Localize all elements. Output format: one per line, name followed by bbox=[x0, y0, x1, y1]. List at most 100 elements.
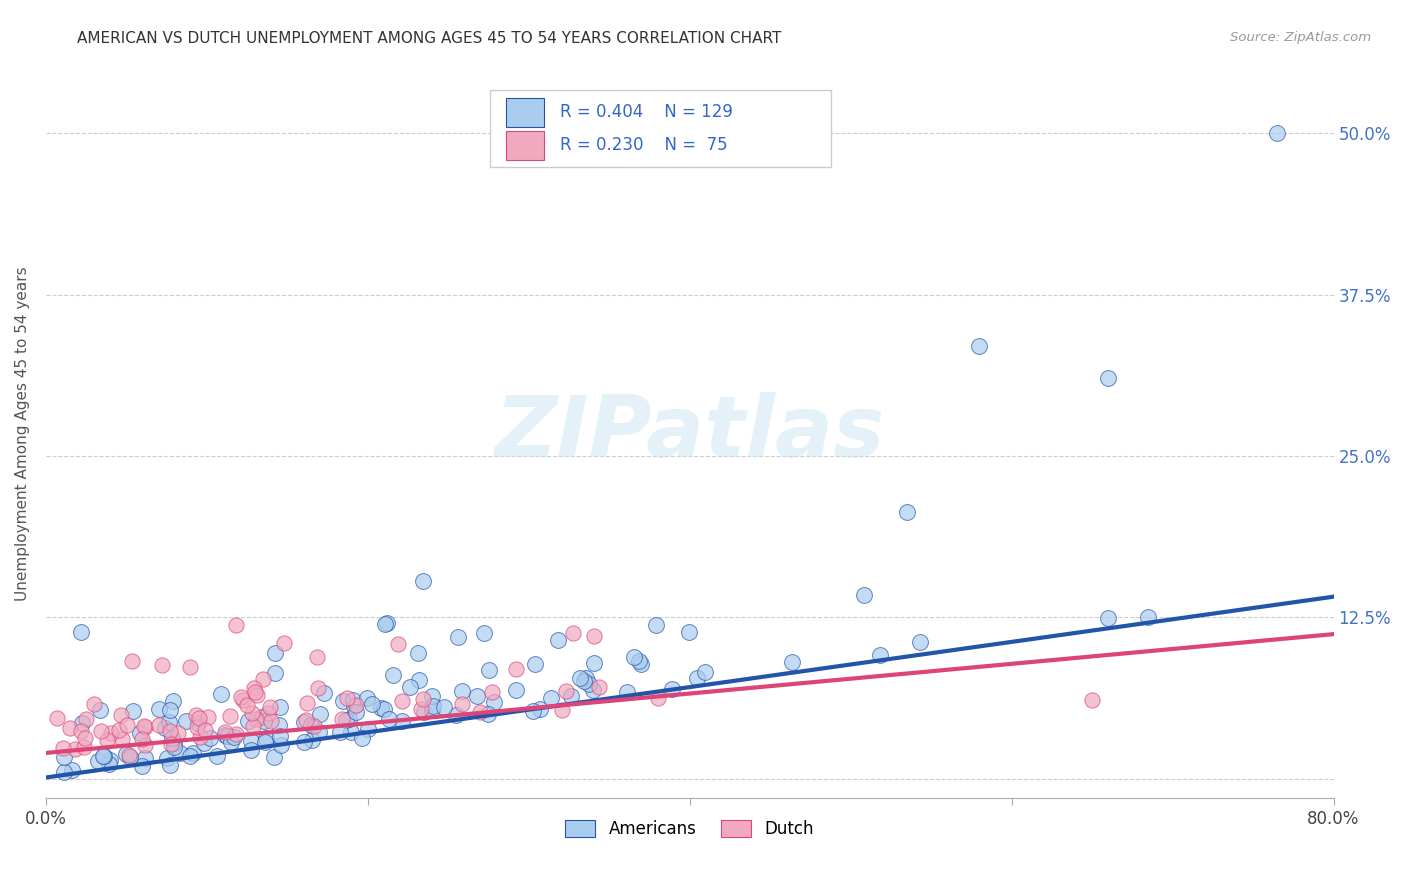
Point bbox=[166, 726, 188, 740]
Point bbox=[219, 709, 242, 723]
Point bbox=[254, 735, 277, 749]
Point bbox=[169, 746, 191, 760]
Point bbox=[360, 698, 382, 712]
Point bbox=[292, 735, 315, 749]
Point bbox=[131, 758, 153, 772]
Point bbox=[243, 685, 266, 699]
Point bbox=[162, 736, 184, 750]
FancyBboxPatch shape bbox=[491, 90, 831, 167]
Point bbox=[409, 702, 432, 716]
Point bbox=[134, 738, 156, 752]
Point bbox=[157, 715, 180, 730]
Point bbox=[412, 574, 434, 588]
Point bbox=[63, 742, 86, 756]
Point bbox=[481, 684, 503, 698]
Point bbox=[186, 721, 208, 735]
Text: ZIPatlas: ZIPatlas bbox=[495, 392, 884, 475]
Point bbox=[330, 712, 353, 726]
Point bbox=[340, 725, 363, 739]
Point bbox=[308, 724, 330, 739]
Point bbox=[260, 714, 283, 728]
Point bbox=[148, 702, 170, 716]
Point bbox=[782, 655, 804, 669]
Point bbox=[406, 646, 429, 660]
Y-axis label: Unemployment Among Ages 45 to 54 years: Unemployment Among Ages 45 to 54 years bbox=[15, 266, 30, 600]
Point bbox=[52, 765, 75, 780]
Point bbox=[344, 705, 367, 719]
Point bbox=[150, 657, 173, 672]
Point bbox=[252, 673, 274, 687]
Point bbox=[853, 588, 876, 602]
Point bbox=[370, 701, 392, 715]
Point bbox=[219, 735, 242, 749]
Point bbox=[263, 750, 285, 764]
Point bbox=[111, 732, 134, 747]
Point bbox=[115, 717, 138, 731]
FancyBboxPatch shape bbox=[506, 130, 544, 160]
Point bbox=[156, 750, 179, 764]
Point bbox=[159, 758, 181, 772]
Point bbox=[179, 749, 201, 764]
Point bbox=[163, 740, 186, 755]
Point bbox=[76, 712, 98, 726]
Point bbox=[337, 712, 360, 726]
Point bbox=[198, 731, 221, 745]
Point bbox=[174, 714, 197, 728]
Point bbox=[83, 697, 105, 711]
Point bbox=[422, 703, 444, 717]
Point bbox=[292, 715, 315, 730]
Point bbox=[505, 682, 527, 697]
Point bbox=[263, 665, 285, 680]
Point bbox=[433, 700, 456, 714]
Point bbox=[236, 698, 259, 712]
Point bbox=[529, 702, 551, 716]
Point bbox=[678, 625, 700, 640]
Point bbox=[59, 721, 82, 735]
Point bbox=[391, 694, 413, 708]
Point bbox=[505, 662, 527, 676]
Point bbox=[910, 635, 932, 649]
Point bbox=[87, 754, 110, 768]
Point bbox=[232, 693, 254, 707]
Point bbox=[450, 697, 472, 711]
Point bbox=[391, 714, 413, 729]
Point bbox=[179, 659, 201, 673]
Point bbox=[194, 723, 217, 737]
Point bbox=[342, 698, 364, 713]
Point bbox=[1081, 692, 1104, 706]
Point bbox=[465, 689, 488, 703]
Point bbox=[270, 738, 292, 752]
Point bbox=[70, 724, 93, 739]
Point bbox=[869, 648, 891, 663]
Point bbox=[89, 703, 111, 717]
Point bbox=[294, 713, 316, 727]
Point bbox=[96, 732, 118, 747]
Point bbox=[350, 731, 373, 745]
Point bbox=[342, 692, 364, 706]
Point bbox=[98, 753, 121, 767]
Point bbox=[309, 707, 332, 722]
Point bbox=[583, 656, 606, 670]
Point bbox=[187, 710, 209, 724]
Point bbox=[422, 699, 444, 714]
Point bbox=[132, 719, 155, 733]
Point bbox=[162, 694, 184, 708]
Point bbox=[253, 714, 276, 729]
Point bbox=[373, 702, 395, 716]
Point bbox=[377, 616, 399, 631]
Point bbox=[378, 712, 401, 726]
Point bbox=[301, 732, 323, 747]
Point bbox=[374, 617, 396, 632]
Point bbox=[98, 757, 121, 772]
Point bbox=[239, 743, 262, 757]
Point bbox=[295, 696, 318, 710]
Legend: Americans, Dutch: Americans, Dutch bbox=[558, 813, 821, 845]
Point bbox=[472, 625, 495, 640]
Point bbox=[153, 721, 176, 735]
Point bbox=[187, 715, 209, 730]
Point bbox=[238, 714, 260, 728]
Point bbox=[239, 733, 262, 747]
Point bbox=[115, 747, 138, 761]
Point bbox=[245, 712, 267, 726]
Point bbox=[184, 707, 207, 722]
